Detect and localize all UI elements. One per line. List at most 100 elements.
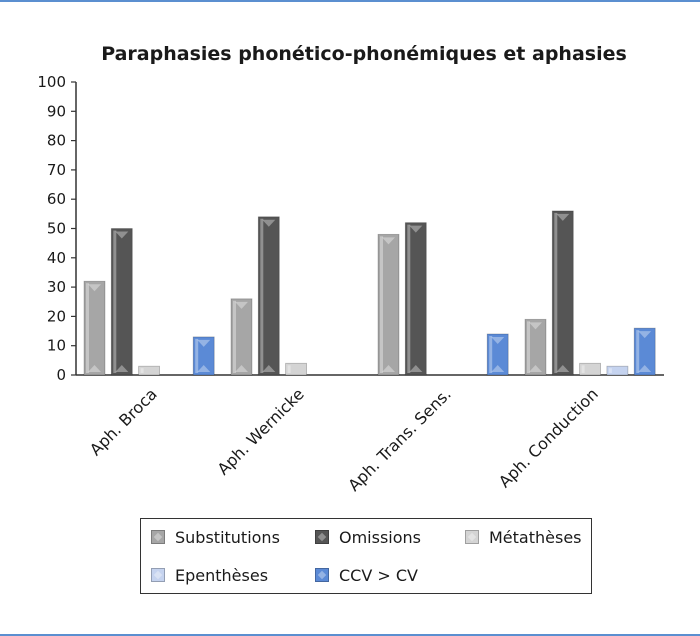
bar-bevel-top [262, 219, 276, 227]
bar-fill [404, 222, 427, 376]
y-tick-label: 10 [47, 337, 66, 355]
legend-swatch [151, 568, 165, 582]
legend-label: Epenthèses [175, 565, 269, 585]
bar-bevel-top [556, 213, 570, 221]
bar [551, 210, 574, 376]
bar-bevel-bottom [409, 365, 423, 372]
bar [606, 365, 629, 376]
legend-label: CCV > CV [339, 565, 418, 585]
bar-bevel-bottom [556, 365, 570, 372]
legend-item: Epenthèses [151, 565, 268, 585]
bar-bevel-top [88, 284, 101, 292]
bar [377, 233, 400, 376]
bar [192, 336, 215, 376]
y-tick-label: 100 [37, 73, 66, 91]
bar-fill [486, 333, 509, 376]
bar-highlight [260, 218, 264, 373]
bar-fill [138, 365, 161, 376]
legend-item: Omissions [315, 527, 421, 547]
y-tick-label: 60 [47, 190, 66, 208]
bar-highlight [636, 330, 640, 373]
chart-title: Paraphasies phonético-phonémiques et aph… [101, 43, 627, 65]
bar [524, 318, 547, 376]
bar-fill [524, 318, 547, 376]
bar-bevel-bottom [491, 365, 505, 372]
y-tick-label: 30 [47, 278, 66, 296]
legend-swatch [315, 568, 329, 582]
bar-bevel-top [197, 339, 211, 347]
legend-swatch [151, 530, 165, 544]
bar-highlight [195, 338, 199, 373]
bar-bevel-top [491, 336, 505, 344]
x-tick-label: Aph. Conduction [495, 384, 602, 491]
bar-highlight [86, 283, 89, 373]
bar-highlight [407, 224, 411, 373]
y-tick-label: 40 [47, 249, 66, 267]
legend-item: Substitutions [151, 527, 280, 547]
bar [486, 333, 509, 376]
bar-highlight [113, 230, 117, 373]
y-tick-label: 0 [56, 366, 66, 384]
bar-bevel-top [115, 231, 129, 239]
bar-highlight [233, 300, 236, 373]
y-tick-label: 90 [47, 102, 66, 120]
bar-bevel-bottom [115, 365, 129, 372]
bar-fill [377, 233, 400, 376]
legend-label: Substitutions [175, 527, 280, 547]
legend-label: Omissions [339, 527, 422, 547]
x-tick-label: Aph. Trans. Sens. [344, 384, 455, 495]
bar-highlight [554, 212, 558, 373]
legend: Substitutions Omissions Métathèses Epenthès… [140, 518, 592, 594]
y-tick-label: 20 [47, 307, 66, 325]
bar-bevel-bottom [529, 365, 542, 372]
bar-bevel-top [409, 225, 423, 233]
bar-fill [606, 365, 629, 376]
bar [579, 362, 601, 376]
bar [404, 222, 427, 376]
bar-fill [230, 298, 253, 376]
bar-bevel-bottom [638, 365, 652, 372]
bar-bevel-top [382, 237, 395, 245]
x-tick-label: Aph. Broca [86, 384, 161, 459]
bar-bevel-top [638, 331, 652, 339]
legend-swatch [315, 530, 329, 544]
bars [83, 210, 656, 376]
bar-fill [579, 362, 601, 376]
bar [138, 365, 161, 376]
legend-label: Métathèses [489, 527, 582, 547]
legend-item: Métathèses [465, 527, 582, 547]
bar-highlight [287, 365, 291, 373]
bar [633, 327, 656, 376]
bar-highlight [380, 236, 383, 373]
bar [230, 298, 253, 376]
x-tick-label: Aph. Wernicke [214, 384, 308, 478]
bar-highlight [527, 321, 530, 373]
bar [257, 216, 280, 376]
bar-bevel-bottom [88, 365, 101, 372]
y-tick-label: 70 [47, 161, 66, 179]
category-labels: Aph. Broca Aph. Wernicke Aph. Trans. Sens.… [86, 384, 602, 495]
y-tick-label: 80 [47, 132, 66, 150]
bar-fill [633, 327, 656, 376]
bar-highlight [608, 368, 612, 373]
bar-bevel-top [235, 301, 248, 309]
bar-fill [110, 228, 133, 376]
bar-fill [83, 280, 106, 376]
bar-fill [285, 362, 308, 376]
y-tick-label: 50 [47, 220, 66, 238]
bar-highlight [489, 335, 493, 373]
bar-bevel-bottom [382, 365, 395, 372]
legend-item: CCV > CV [315, 565, 418, 585]
bar [285, 362, 308, 376]
bar-fill [551, 210, 574, 376]
bar-bevel-top [529, 322, 542, 330]
bar-bevel-bottom [197, 365, 211, 372]
bar [110, 228, 133, 376]
bar-highlight [581, 365, 585, 373]
bar-fill [192, 336, 215, 376]
bar [83, 280, 106, 376]
legend-swatch [465, 530, 479, 544]
bar-fill [257, 216, 280, 376]
